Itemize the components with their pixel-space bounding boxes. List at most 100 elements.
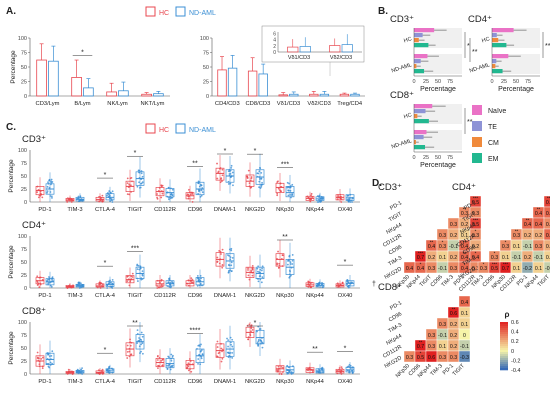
panel-d-cd4-cell-value: 0.2 [524,233,531,239]
legend-swatch-aml [175,6,186,17]
panel-c-cd8-point [38,360,41,363]
panel-c-cd8-point [66,373,69,375]
panel-c-cd3-point [316,195,319,197]
panel-a1-xtick-label: B/Lym [74,101,90,107]
panel-d-cd4-cell-value: 0.5 [546,200,550,206]
panel-c-cd3-point [141,175,144,178]
panel-c-cd8-point [290,371,293,373]
panel-c-cd4-point [198,284,201,287]
panel-c-cd4-point [41,278,44,281]
panel-c-cd4-point [259,272,262,275]
panel-c-cd3-point [349,193,352,196]
panel-c-cd4-point [230,261,233,264]
panel-d-cd3-col-label: TIM-3 [441,274,455,288]
inset-ytick-label: 2 [273,44,276,50]
panel-c-cd3-point [232,184,234,187]
panel-c-cd4-point [218,249,221,252]
panel-c-cd3-point [167,186,170,189]
panel-c-cd3-point [339,197,342,200]
panel-c-cd3-point [318,195,321,198]
panel-c-cd3-point [50,180,52,183]
legend-label-aml: ND-AML [189,127,216,134]
panel-c-cd4-point [228,254,230,257]
panel-c-cd3-point [170,193,173,196]
panel-d-cd3-cell-value: 0.4 [461,266,468,272]
legend-swatch-subset [472,105,482,115]
panel-d-cd4-cell-value: 0.3 [491,255,498,261]
panel-c-cd4-point [171,280,173,283]
panel-a1-ytick-label: 75 [21,51,27,57]
panel-c-cd8-point [106,368,109,371]
panel-c-cd3-point [346,198,349,201]
panel-c-cd4-point [80,282,82,285]
panel-c-cd4-xtick-label: TIGIT [128,293,143,299]
panel-c-cd8-point [197,344,200,347]
panel-a2-ytick-label: 100 [200,36,209,42]
panel-c-cd4-point [291,254,294,256]
panel-c-cd8-point [138,345,141,348]
panel-c-cd4-point [98,281,101,284]
panel-c-cd4-point [218,258,221,261]
panel-c-cd3-xtick-label: CTLA-4 [95,207,116,213]
panel-b-cd3-band [414,54,462,74]
panel-c-cd4-point [186,282,189,285]
panel-c-cd4-point [251,268,254,271]
panel-d-cd3-cell-value: 0.2 [472,244,479,250]
panel-c-cd4-point [111,287,114,289]
panel-c-cd4-point [68,285,70,287]
panel-c-cd4-point [258,271,261,274]
panel-c-cd3-point [109,200,112,203]
panel-d-cd4-cell-value: 0.4 [524,222,531,228]
legend-swatch-subset [472,137,482,147]
panel-c-cd3-point [140,172,143,175]
panel-c-cd8-point [141,335,144,338]
panel-c-cd4-point [221,248,224,251]
panel-c-cd8-point [340,373,343,375]
panel-b-cd3-xtick-label: 0 [412,79,415,85]
panel-c-cd4-point [317,282,320,285]
panel-a2-ytick-label: 50 [203,65,209,71]
panel-d-cd3-title: CD3⁺ [378,182,402,193]
panel-c-cd4-point [76,283,79,286]
legend-label-subset: CM [488,140,499,147]
panel-c-cd8-point [101,370,104,373]
panel-c-cd3-point [110,191,112,194]
panel-c-cd4-point [51,278,53,281]
panel-d-cd4-cell-stars: ** [515,229,519,234]
panel-c-cd8-point [350,367,352,370]
panel-c-cd4-point [46,280,49,282]
panel-c-cd8-point [220,360,223,363]
panel-c-cd4-point [230,249,233,252]
panel-c-cd4-point [130,278,133,280]
colorbar-tick-label: 0.6 [511,320,519,326]
panel-c-cd3-point [201,191,204,194]
panel-d-cd4-cell-stars: * [505,240,507,245]
panel-c-cd8-point [161,364,164,367]
panel-c-cd8-point [348,363,351,366]
panel-c-cd4-point [256,267,259,270]
inset-ytick-label: 4 [273,38,276,44]
panel-c-cd4-point [48,281,51,284]
panel-c-cd4-point [198,278,201,281]
panel-b-cd3-bar [414,28,435,33]
panel-c-cd4-point [199,274,202,277]
panel-c-cd3-point [126,177,129,180]
panel-c-cd3-point [316,201,319,203]
panel-c-cd4-box [125,275,135,284]
panel-d-cd3-cell-value: 0.4 [417,266,424,272]
panel-c-cd4-point [247,267,249,270]
panel-b-cd8-bar [414,135,424,140]
panel-c-cd8-point [276,369,279,372]
panel-c-cd3-box [105,193,115,201]
panel-d-cd8-row-label: TIM-3 [388,322,403,334]
panel-b-cd8-title: CD8⁺ [390,90,414,101]
panel-c-cd4-point [261,265,264,268]
panel-c-cd4-point [131,276,134,278]
panel-c-cd4-point [141,273,144,276]
panel-c-cd4-point [128,284,131,287]
colorbar-segment [500,330,508,333]
panel-c-cd3-point [138,169,141,172]
panel-c-cd4-point [140,277,143,280]
panel-c-cd3-point [258,170,261,173]
panel-c-cd8-point [80,368,83,371]
